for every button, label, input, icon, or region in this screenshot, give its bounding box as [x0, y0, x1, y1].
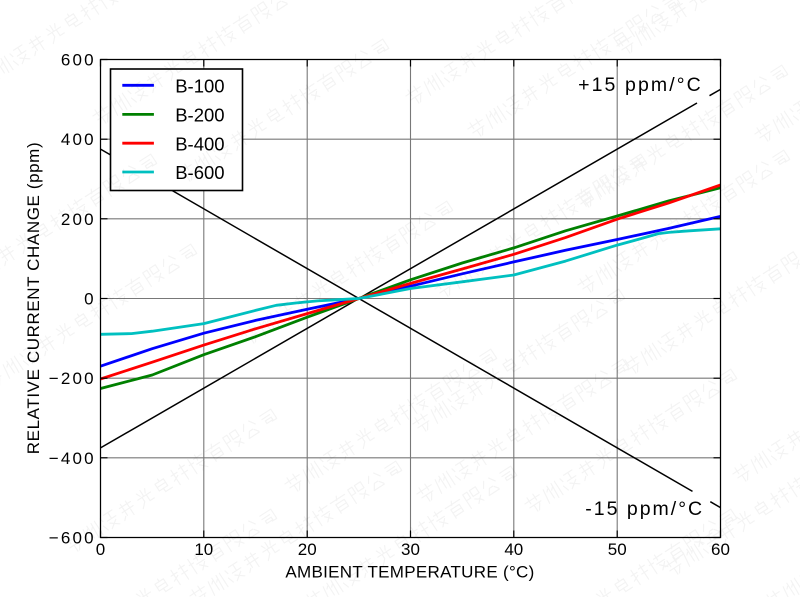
svg-text:RELATIVE CURRENT CHANGE (ppm): RELATIVE CURRENT CHANGE (ppm)	[24, 142, 43, 454]
svg-text:60: 60	[711, 540, 730, 559]
svg-text:50: 50	[608, 540, 627, 559]
svg-text:0: 0	[84, 290, 96, 309]
svg-text:20: 20	[298, 540, 317, 559]
svg-text:400: 400	[61, 130, 96, 149]
svg-text:0: 0	[96, 540, 105, 559]
svg-text:-15 ppm/°C: -15 ppm/°C	[585, 498, 704, 520]
svg-text:−200: −200	[49, 369, 96, 388]
svg-text:AMBIENT TEMPERATURE (°C): AMBIENT TEMPERATURE (°C)	[285, 563, 534, 582]
svg-text:+15 ppm/°C: +15 ppm/°C	[578, 74, 703, 96]
svg-text:10: 10	[194, 540, 213, 559]
svg-text:−600: −600	[49, 529, 96, 548]
svg-text:−400: −400	[49, 449, 96, 468]
svg-text:B-100: B-100	[175, 75, 224, 96]
svg-text:600: 600	[61, 51, 96, 70]
svg-text:30: 30	[401, 540, 420, 559]
svg-text:40: 40	[504, 540, 523, 559]
svg-text:B-200: B-200	[175, 105, 224, 126]
